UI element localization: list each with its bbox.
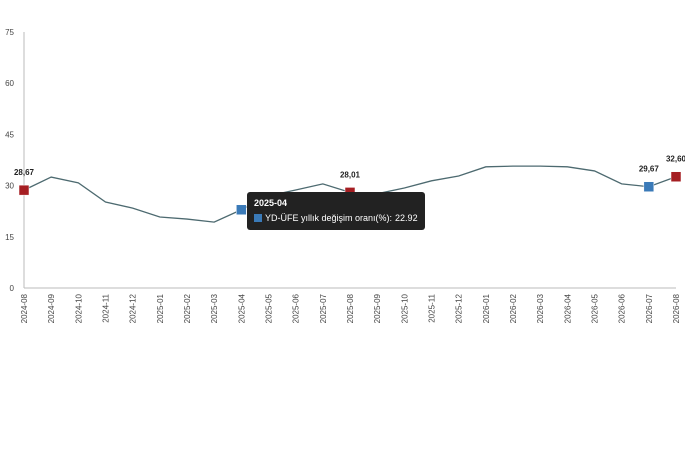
x-tick-label: 2025-11 [428,293,437,322]
tooltip-series: YD-ÜFE yıllık değişim oranı(%) [265,213,395,223]
x-tick-label: 2025-09 [373,293,382,323]
x-tick-label: 2026-03 [536,293,545,323]
x-tick-label: 2025-01 [156,293,165,323]
tooltip-value: 22.92 [395,213,418,223]
x-tick-label: 2026-08 [672,293,681,323]
x-tick-label: 2025-06 [292,293,301,323]
x-tick-label: 2025-07 [319,293,328,323]
tooltip-row: YD-ÜFE yıllık değişim oranı(%)22.92 [254,211,418,226]
x-tick-label: 2026-01 [482,293,491,323]
x-tick-label: 2025-08 [346,293,355,323]
x-tick-label: 2025-03 [210,293,219,323]
point-marker [18,184,30,196]
x-tick-label: 2024-08 [20,293,29,323]
point-marker [670,171,682,182]
value-label: 29,67 [639,165,660,174]
point-marker [236,204,247,216]
y-tick-label: 60 [5,79,14,88]
y-tick-label: 45 [5,130,14,139]
x-tick-label: 2025-02 [183,293,192,323]
tooltip: 2025-04 YD-ÜFE yıllık değişim oranı(%)22… [247,192,425,230]
x-tick-label: 2026-04 [563,293,572,323]
y-tick-label: 30 [5,182,14,191]
x-tick-label: 2024-12 [129,293,138,323]
tooltip-swatch [254,214,262,222]
x-tick-label: 2024-09 [47,293,56,323]
x-tick-label: 2024-11 [102,293,111,322]
x-tick-label: 2025-10 [400,293,409,323]
x-tick-label: 2026-05 [591,293,600,323]
y-tick-label: 75 [5,28,14,37]
x-tick-label: 2026-07 [645,293,654,323]
value-label: 28,67 [14,168,35,177]
x-tick-label: 2024-10 [74,293,83,323]
x-tick-label: 2026-06 [618,293,627,323]
value-label: 32,60 [666,155,685,164]
y-tick-label: 15 [5,233,14,242]
x-tick-label: 2025-12 [455,293,464,323]
x-tick-label: 2025-04 [237,293,246,323]
point-marker [643,181,655,192]
x-tick-label: 2025-05 [265,293,274,323]
value-label: 28,01 [340,170,361,179]
x-tick-label: 2026-02 [509,293,518,323]
y-tick-label: 0 [10,284,15,293]
tooltip-title: 2025-04 [254,198,288,208]
